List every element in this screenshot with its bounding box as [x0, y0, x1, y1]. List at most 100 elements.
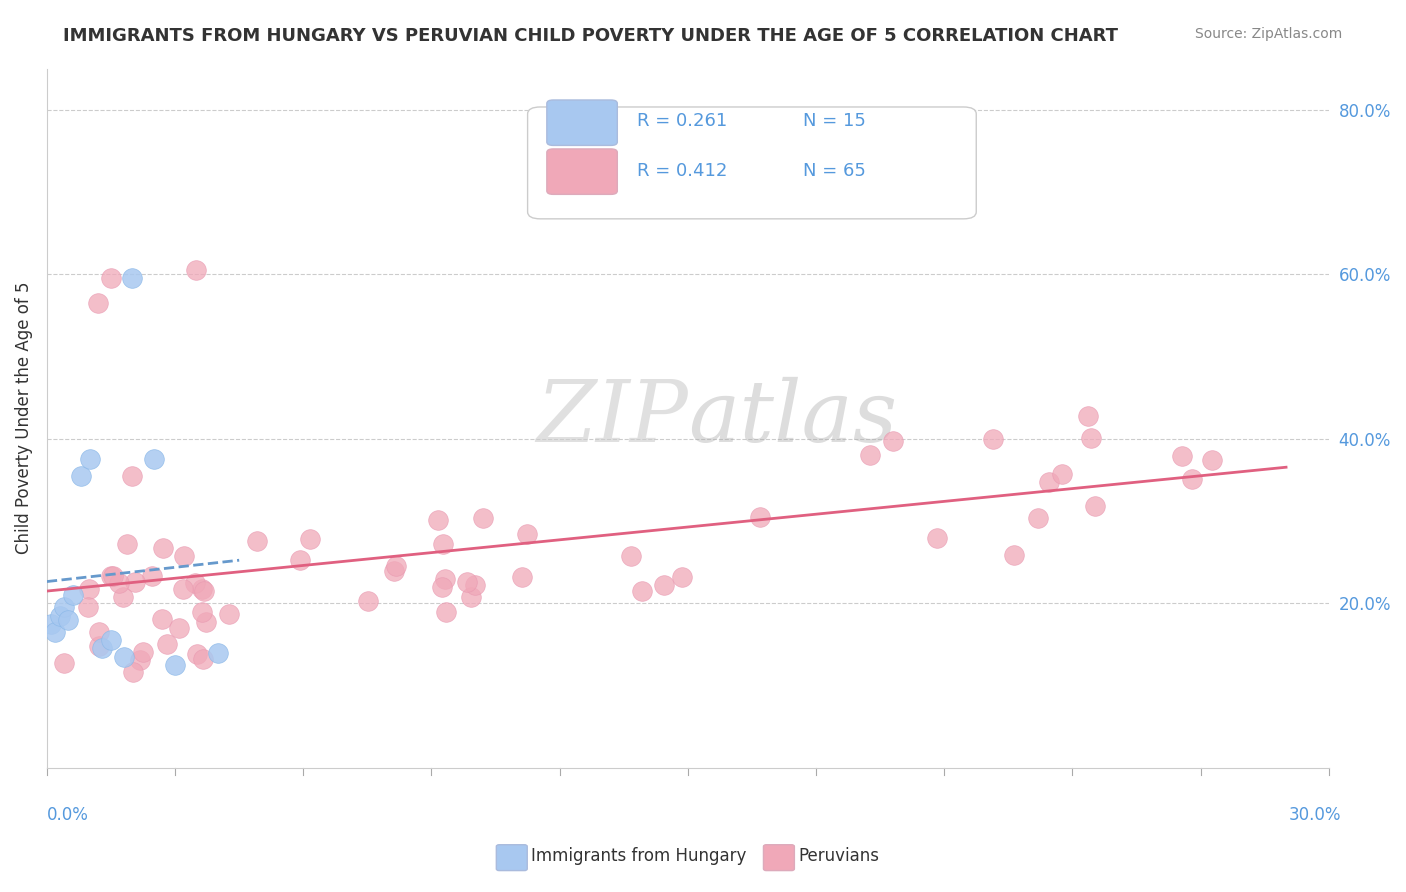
Point	[1084, 499, 1107, 513]
Point	[385, 558, 408, 573]
Point	[382, 564, 405, 578]
Point	[186, 263, 208, 277]
Point	[124, 575, 146, 590]
FancyBboxPatch shape	[527, 107, 976, 219]
Point	[87, 296, 110, 310]
Point	[172, 582, 194, 596]
Point	[132, 644, 155, 658]
Point	[48, 608, 70, 623]
Point	[79, 452, 101, 467]
Point	[165, 657, 187, 672]
Text: ZIP: ZIP	[536, 376, 688, 459]
Point	[927, 531, 949, 545]
Point	[100, 569, 122, 583]
Point	[218, 607, 240, 621]
Point	[44, 624, 66, 639]
Point	[191, 605, 214, 619]
Point	[1077, 409, 1099, 423]
Point	[432, 537, 454, 551]
Point	[77, 599, 100, 614]
Text: R = 0.261: R = 0.261	[637, 112, 727, 130]
Point	[882, 434, 904, 449]
Point	[1050, 467, 1073, 482]
Point	[100, 633, 122, 648]
FancyBboxPatch shape	[496, 845, 527, 871]
Text: N = 15: N = 15	[803, 112, 866, 130]
Point	[79, 582, 101, 596]
Point	[981, 432, 1004, 446]
Point	[298, 532, 321, 546]
Point	[464, 578, 486, 592]
Point	[620, 549, 643, 563]
Point	[121, 468, 143, 483]
Point	[128, 653, 150, 667]
Point	[1002, 548, 1025, 562]
Point	[432, 580, 454, 594]
Text: 30.0%: 30.0%	[1289, 806, 1341, 824]
Point	[115, 536, 138, 550]
Text: 0.0%: 0.0%	[46, 806, 89, 824]
Text: IMMIGRANTS FROM HUNGARY VS PERUVIAN CHILD POVERTY UNDER THE AGE OF 5 CORRELATION: IMMIGRANTS FROM HUNGARY VS PERUVIAN CHIL…	[63, 27, 1118, 45]
Point	[1028, 511, 1050, 525]
Text: atlas: atlas	[688, 376, 897, 459]
Text: N = 65: N = 65	[803, 162, 866, 180]
Point	[1171, 450, 1194, 464]
Text: Peruvians: Peruvians	[799, 847, 880, 865]
Point	[52, 656, 75, 670]
FancyBboxPatch shape	[763, 845, 794, 871]
Point	[142, 452, 165, 467]
Point	[53, 600, 76, 615]
Point	[356, 593, 378, 607]
Point	[87, 624, 110, 639]
Point	[91, 641, 114, 656]
Point	[141, 569, 163, 583]
Point	[749, 509, 772, 524]
Point	[183, 576, 205, 591]
Point	[671, 570, 693, 584]
Point	[652, 578, 675, 592]
Point	[152, 541, 174, 555]
Point	[1080, 432, 1102, 446]
Y-axis label: Child Poverty Under the Age of 5: Child Poverty Under the Age of 5	[15, 282, 32, 554]
Point	[191, 582, 214, 597]
Point	[58, 613, 80, 627]
Point	[631, 584, 654, 599]
Point	[155, 637, 177, 651]
Point	[245, 533, 267, 548]
Point	[186, 647, 208, 661]
Point	[1201, 453, 1223, 467]
Text: Source: ZipAtlas.com: Source: ZipAtlas.com	[1195, 27, 1343, 41]
Point	[121, 271, 143, 285]
Point	[173, 549, 195, 564]
Point	[859, 449, 882, 463]
Point	[1181, 472, 1204, 486]
Point	[426, 513, 449, 527]
Point	[1038, 475, 1060, 489]
Point	[460, 590, 482, 604]
Point	[516, 526, 538, 541]
Point	[62, 588, 84, 602]
Point	[107, 576, 129, 591]
Point	[111, 590, 134, 604]
Point	[471, 510, 494, 524]
Point	[152, 612, 174, 626]
Point	[39, 616, 62, 631]
Point	[191, 651, 214, 665]
Point	[456, 575, 478, 590]
FancyBboxPatch shape	[547, 149, 617, 194]
Point	[100, 271, 122, 285]
Point	[194, 615, 217, 629]
Point	[122, 665, 145, 679]
Text: R = 0.412: R = 0.412	[637, 162, 727, 180]
Point	[101, 569, 124, 583]
Text: Immigrants from Hungary: Immigrants from Hungary	[531, 847, 747, 865]
Point	[434, 605, 457, 619]
Point	[433, 572, 456, 586]
Point	[193, 584, 215, 599]
Point	[288, 553, 311, 567]
Point	[512, 570, 534, 584]
Point	[87, 640, 110, 654]
Point	[70, 468, 93, 483]
Point	[167, 620, 190, 634]
Point	[207, 646, 229, 660]
